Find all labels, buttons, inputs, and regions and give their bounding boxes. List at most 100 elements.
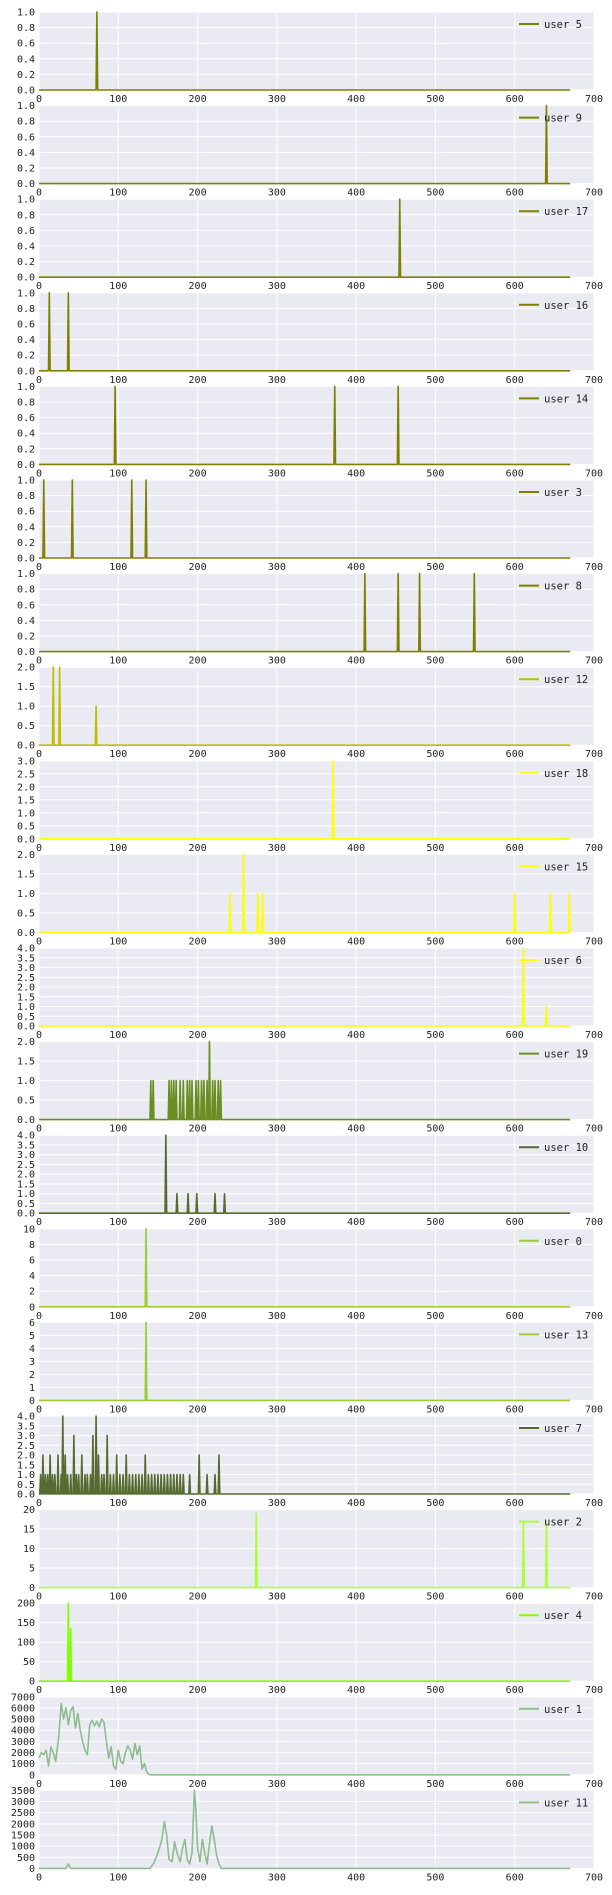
x-tick-label: 0 bbox=[36, 936, 42, 947]
series-line bbox=[39, 198, 571, 278]
y-tick-label: 0.8 bbox=[17, 304, 35, 315]
x-tick-label: 400 bbox=[347, 94, 365, 105]
x-tick-label: 300 bbox=[268, 1404, 286, 1415]
y-tick-label: 1.0 bbox=[17, 101, 35, 112]
y-tick-label: 0.6 bbox=[17, 507, 35, 518]
y-tick-label: 2.0 bbox=[17, 983, 35, 994]
x-tick-label: 500 bbox=[426, 1217, 444, 1228]
x-tick-label: 700 bbox=[585, 1498, 603, 1509]
panel-user-7: 0 100 200 300 400 500 600 700 0.00.51.01.52.02.5… bbox=[17, 1412, 603, 1510]
y-tick-label: 1.0 bbox=[17, 382, 35, 393]
y-tick-label: 4000 bbox=[11, 1726, 35, 1737]
plot-area bbox=[39, 1790, 594, 1869]
y-tick-label: 0.8 bbox=[17, 398, 35, 409]
x-tick-label: 500 bbox=[426, 281, 444, 292]
x-tick-label: 600 bbox=[506, 562, 524, 573]
legend-label: user 12 bbox=[544, 674, 588, 686]
x-tick-label: 500 bbox=[426, 1872, 444, 1883]
x-tick-label: 100 bbox=[109, 468, 127, 479]
x-tick-label: 0 bbox=[36, 1498, 42, 1509]
panel-user-2: 0 100 200 300 400 500 600 700 0 5 10 15 20 user 2 bbox=[23, 1505, 603, 1603]
legend-label: user 7 bbox=[544, 1423, 582, 1435]
y-tick-label: 50 bbox=[23, 1657, 35, 1668]
y-tick-label: 1.5 bbox=[17, 1057, 35, 1068]
y-tick-label: 2500 bbox=[11, 1808, 35, 1819]
panel-user-15: 0 100 200 300 400 500 600 700 0.0 0.5 1.0 1.5 2.0 use… bbox=[17, 850, 603, 948]
legend-label: user 14 bbox=[544, 393, 588, 405]
series-line bbox=[39, 947, 571, 1027]
x-tick-label: 600 bbox=[506, 1592, 524, 1603]
y-tick-label: 3.5 bbox=[17, 953, 35, 964]
legend-label: user 3 bbox=[544, 487, 582, 499]
panel-user-0: 0 100 200 300 400 500 600 700 0 2 4 6 8 10 user 0 bbox=[23, 1224, 603, 1322]
y-tick-label: 3.0 bbox=[17, 1431, 35, 1442]
panel-user-5: 0 100 200 300 400 500 600 700 0.0 0.2 0.4 0.6 0.8 1.0… bbox=[17, 8, 603, 106]
x-tick-label: 100 bbox=[109, 1404, 127, 1415]
x-tick-label: 500 bbox=[426, 749, 444, 760]
y-tick-label: 0.0 bbox=[17, 647, 35, 658]
y-tick-label: 1.0 bbox=[17, 8, 35, 19]
panel-user-8: 0 100 200 300 400 500 600 700 0.0 0.2 0.4 0.6 0.8 1.0… bbox=[17, 569, 603, 667]
x-tick-label: 100 bbox=[109, 562, 127, 573]
y-tick-label: 1500 bbox=[11, 1830, 35, 1841]
y-tick-label: 0.0 bbox=[17, 834, 35, 845]
x-tick-label: 300 bbox=[268, 1124, 286, 1135]
x-tick-label: 700 bbox=[585, 468, 603, 479]
y-tick-label: 0.0 bbox=[17, 366, 35, 377]
y-tick-label: 0.0 bbox=[17, 86, 35, 97]
plot-area bbox=[39, 480, 594, 558]
y-tick-label: 1.0 bbox=[17, 1002, 35, 1013]
series-line bbox=[39, 572, 571, 653]
x-tick-label: 0 bbox=[36, 1311, 42, 1322]
y-tick-label: 6 bbox=[29, 1318, 35, 1329]
y-tick-label: 0.6 bbox=[17, 39, 35, 50]
x-tick-label: 300 bbox=[268, 1217, 286, 1228]
x-tick-label: 400 bbox=[347, 1124, 365, 1135]
y-tick-label: 1.0 bbox=[17, 889, 35, 900]
x-tick-label: 100 bbox=[109, 1030, 127, 1041]
x-tick-label: 300 bbox=[268, 468, 286, 479]
x-tick-label: 700 bbox=[585, 843, 603, 854]
y-tick-label: 0.2 bbox=[17, 444, 35, 455]
x-tick-label: 500 bbox=[426, 94, 444, 105]
y-tick-label: 2 bbox=[29, 1287, 35, 1298]
x-tick-label: 200 bbox=[189, 1498, 207, 1509]
x-tick-label: 700 bbox=[585, 281, 603, 292]
x-tick-label: 400 bbox=[347, 1217, 365, 1228]
x-tick-label: 300 bbox=[268, 1030, 286, 1041]
x-tick-label: 700 bbox=[585, 1872, 603, 1883]
x-tick-label: 200 bbox=[189, 562, 207, 573]
y-tick-label: 0.8 bbox=[17, 210, 35, 221]
legend-label: user 6 bbox=[544, 955, 582, 967]
y-tick-label: 0.4 bbox=[17, 429, 35, 440]
x-tick-label: 700 bbox=[585, 1030, 603, 1041]
series-line bbox=[39, 760, 571, 840]
legend-label: user 5 bbox=[544, 19, 582, 31]
x-tick-label: 0 bbox=[36, 843, 42, 854]
panel-user-4: 0 100 200 300 400 500 600 700 0 50 100 150 200 user 4 bbox=[17, 1599, 603, 1697]
y-tick-label: 3.0 bbox=[17, 963, 35, 974]
y-tick-label: 100 bbox=[17, 1638, 35, 1649]
x-tick-label: 0 bbox=[36, 1685, 42, 1696]
y-tick-label: 1.5 bbox=[17, 682, 35, 693]
x-tick-label: 200 bbox=[189, 94, 207, 105]
plot-area bbox=[39, 105, 594, 184]
y-tick-label: 0 bbox=[29, 1302, 35, 1313]
series-line bbox=[39, 853, 572, 934]
legend-label: user 15 bbox=[544, 861, 588, 873]
y-tick-label: 3.5 bbox=[17, 1421, 35, 1432]
y-tick-label: 0.6 bbox=[17, 132, 35, 143]
y-tick-label: 6 bbox=[29, 1256, 35, 1267]
x-tick-label: 300 bbox=[268, 375, 286, 386]
x-tick-label: 400 bbox=[347, 656, 365, 667]
x-tick-label: 500 bbox=[426, 1404, 444, 1415]
x-tick-label: 100 bbox=[109, 94, 127, 105]
y-tick-label: 0.0 bbox=[17, 928, 35, 939]
y-tick-label: 0.5 bbox=[17, 1199, 35, 1210]
x-tick-label: 400 bbox=[347, 1685, 365, 1696]
x-tick-label: 500 bbox=[426, 1498, 444, 1509]
y-tick-label: 0.0 bbox=[17, 273, 35, 284]
y-tick-label: 3500 bbox=[11, 1786, 35, 1797]
x-tick-label: 0 bbox=[36, 1592, 42, 1603]
y-tick-label: 0.0 bbox=[17, 1022, 35, 1033]
